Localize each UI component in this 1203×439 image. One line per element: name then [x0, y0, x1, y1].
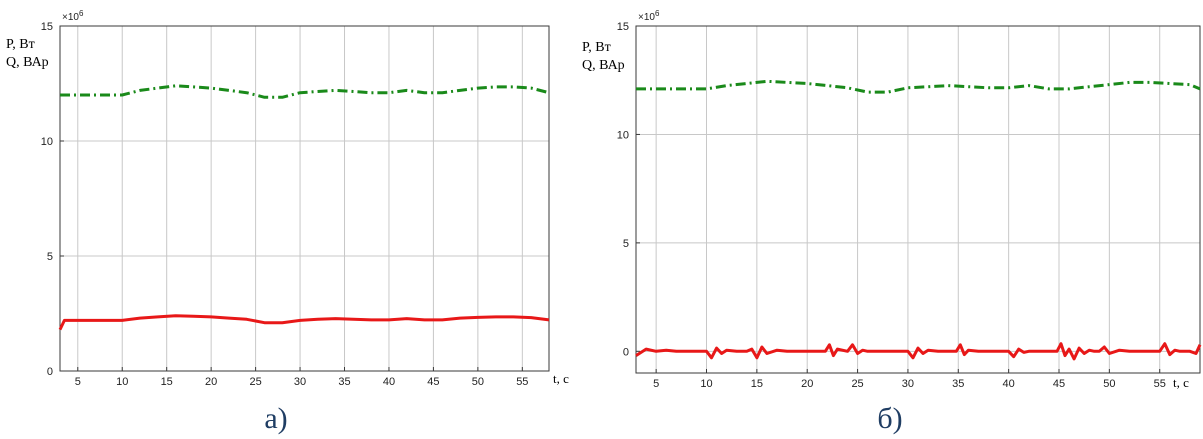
- y-tick-label: 5: [623, 238, 629, 250]
- x-tick-label: 40: [1003, 378, 1015, 390]
- x-axis-label: t, c: [1173, 375, 1189, 390]
- axis-exponent-power: 6: [79, 9, 84, 18]
- x-tick-label: 20: [801, 378, 813, 390]
- x-tick-label: 30: [294, 376, 306, 388]
- x-tick-label: 10: [116, 376, 128, 388]
- series-line-green: [636, 79, 1201, 94]
- axis-exponent-power: 6: [655, 9, 660, 18]
- x-tick-label: 50: [472, 376, 484, 388]
- x-tick-label: 50: [1103, 378, 1115, 390]
- y-axis-label-line: P, Вт: [6, 37, 35, 52]
- x-tick-label: 25: [249, 376, 261, 388]
- x-tick-label: 45: [427, 376, 439, 388]
- x-tick-label: 40: [383, 376, 395, 388]
- x-tick-label: 35: [338, 376, 350, 388]
- x-tick-label: 25: [851, 378, 863, 390]
- axis-exponent-base: ×10: [62, 12, 79, 23]
- y-tick-label: 10: [41, 136, 53, 148]
- x-tick-label: 55: [516, 376, 528, 388]
- axis-exponent-base: ×10: [638, 12, 655, 23]
- x-tick-label: 20: [205, 376, 217, 388]
- x-tick-label: 45: [1053, 378, 1065, 390]
- x-tick-label: 30: [902, 378, 914, 390]
- x-tick-label: 35: [952, 378, 964, 390]
- y-tick-label: 15: [41, 21, 53, 33]
- y-tick-label: 0: [47, 366, 53, 378]
- x-tick-label: 10: [700, 378, 712, 390]
- x-tick-label: 55: [1154, 378, 1166, 390]
- series-line-red: [635, 342, 1202, 361]
- y-tick-label: 10: [617, 129, 629, 141]
- y-axis-label-line: Q, ВАр: [6, 55, 49, 70]
- series-line-red: [58, 314, 550, 331]
- panel-caption: а): [264, 402, 287, 435]
- chart-panel-b: 5 10 15 20 25 30 35 40 45 50 55 0 5 10 15 ×106 P, Вт Q, В…: [582, 9, 1202, 435]
- axis-exponent-label: ×106: [62, 9, 84, 23]
- panel-caption: б): [877, 402, 902, 435]
- x-tick-label: 5: [653, 378, 659, 390]
- x-axis-label: t, c: [553, 371, 569, 386]
- y-tick-label: 0: [623, 346, 629, 358]
- axis-exponent-label: ×106: [638, 9, 660, 23]
- plot-frame: [635, 25, 1201, 374]
- x-tick-label: 15: [161, 376, 173, 388]
- y-tick-label: 15: [617, 21, 629, 33]
- chart-panel-a: 5 10 15 20 25 30 35 40 45 50 55 0 5 10 15 ×106 P, Вт Q, В…: [6, 9, 569, 435]
- y-axis-label-line: Q, ВАр: [582, 58, 625, 73]
- plot-frame: [59, 25, 550, 372]
- x-tick-label: 5: [75, 376, 81, 388]
- series-line-green: [60, 84, 550, 99]
- x-tick-label: 15: [751, 378, 763, 390]
- y-tick-label: 5: [47, 251, 53, 263]
- y-axis-label-line: P, Вт: [582, 40, 611, 55]
